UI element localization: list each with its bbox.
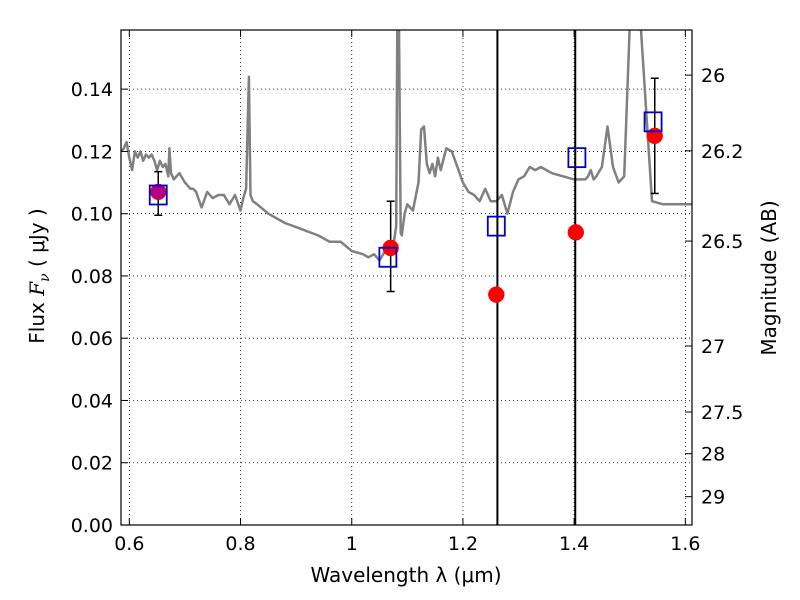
observed-point bbox=[567, 224, 585, 241]
y-tick-label: 0.02 bbox=[71, 453, 113, 475]
x-tick-label: 1.6 bbox=[670, 533, 700, 555]
y2-tick-label: 27.5 bbox=[701, 402, 743, 424]
highlight-point bbox=[151, 184, 166, 199]
y-axis-label-subscript: ν bbox=[37, 273, 53, 282]
bandpass-square bbox=[567, 147, 587, 169]
y-tick-label: 0.08 bbox=[71, 266, 113, 288]
x-tick-label: 1.4 bbox=[559, 533, 589, 555]
model-spectrum-layer bbox=[121, 30, 692, 262]
y-tick-label: 0.06 bbox=[71, 328, 113, 350]
bandpass-square bbox=[643, 111, 663, 133]
observed-points bbox=[150, 127, 663, 303]
model-spectrum-line bbox=[121, 30, 692, 262]
y-axis-label-prefix: Flux bbox=[25, 296, 49, 344]
x-tick-label: 0.6 bbox=[114, 533, 144, 555]
x-axis-label: Wavelength λ (μm) bbox=[310, 563, 501, 587]
y2-tick-label: 29 bbox=[701, 487, 725, 509]
y-axis-label-symbol: F bbox=[25, 281, 49, 297]
y-tick-label: 0.00 bbox=[71, 515, 113, 537]
y-axis-label: Flux Fν ( μJy ) bbox=[25, 208, 53, 343]
x-tick-label: 0.8 bbox=[225, 533, 255, 555]
grid bbox=[121, 30, 692, 525]
bandpass-square bbox=[378, 246, 398, 268]
y2-tick-label: 28 bbox=[701, 444, 725, 466]
vertical-lines bbox=[496, 30, 577, 525]
y2-tick-label: 26 bbox=[701, 65, 725, 87]
x-tick-label: 1.2 bbox=[448, 533, 478, 555]
y2-tick-label: 26.5 bbox=[701, 231, 743, 253]
y-tick-label: 0.12 bbox=[71, 141, 113, 163]
ticks: 0.6 0.8 1 1.2 1.4 1.6 0.00 0.02 0.04 0.06 0.08 0.10… bbox=[71, 30, 743, 555]
bandpass-markers bbox=[148, 111, 663, 268]
observed-point bbox=[646, 127, 663, 145]
bandpass-square bbox=[486, 215, 506, 237]
plot-frame bbox=[120, 29, 693, 526]
y-tick-label: 0.10 bbox=[71, 204, 113, 226]
y-tick-label: 0.14 bbox=[71, 79, 113, 101]
x-tick-label: 1 bbox=[346, 533, 358, 555]
y-axis-label-unit: ( μJy ) bbox=[25, 208, 49, 273]
y2-axis-label: Magnitude (AB) bbox=[757, 200, 781, 355]
bandpass-square bbox=[148, 184, 168, 206]
observed-point bbox=[488, 286, 505, 303]
y-tick-label: 0.04 bbox=[71, 390, 113, 412]
error-bars bbox=[154, 77, 659, 293]
y2-tick-label: 27 bbox=[701, 336, 725, 358]
y2-tick-label: 26.2 bbox=[701, 141, 743, 163]
